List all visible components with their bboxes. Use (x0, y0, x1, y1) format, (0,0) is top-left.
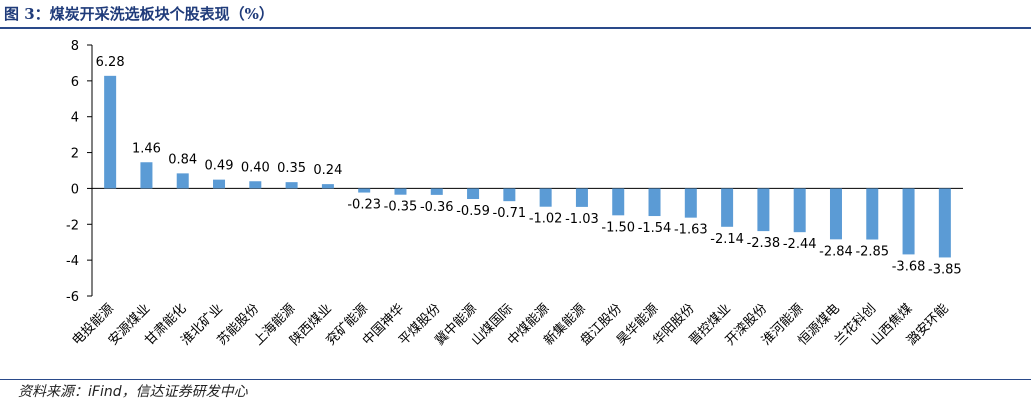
y-axis: 8 6 4 2 0 -2 -4 -6 (66, 39, 963, 305)
bar (104, 75, 117, 189)
data-label: 0.35 (277, 161, 306, 176)
data-label: -1.63 (674, 223, 708, 238)
bar (612, 188, 625, 216)
data-label: -1.54 (638, 221, 672, 236)
y-tick-label: -6 (66, 290, 79, 305)
bars (104, 75, 951, 258)
y-tick-label: 8 (71, 39, 79, 54)
data-label: -2.85 (855, 245, 889, 260)
data-label: 6.28 (96, 55, 125, 70)
bar (321, 184, 334, 189)
bar (684, 188, 697, 218)
y-tick-label: 2 (71, 147, 79, 162)
bar (358, 188, 371, 193)
data-label: -2.38 (747, 236, 781, 251)
y-tick-label: 4 (71, 111, 79, 126)
bar (793, 188, 806, 233)
data-label: -0.59 (456, 204, 490, 219)
bar (648, 188, 661, 217)
y-tick-label: 0 (71, 182, 79, 197)
bar (140, 162, 153, 189)
data-label: -2.84 (819, 244, 853, 259)
y-tick-label: -2 (66, 218, 79, 233)
data-label: -0.35 (384, 200, 418, 215)
bar (285, 182, 298, 189)
data-label: -0.71 (493, 206, 527, 221)
title-bar: 图 3：煤炭开采洗选板块个股表现（%） (0, 0, 1031, 26)
bar (249, 181, 262, 189)
data-label: -2.44 (783, 237, 817, 252)
data-label: -1.02 (529, 212, 563, 227)
bar (213, 179, 226, 189)
bar (866, 188, 879, 240)
bar (829, 188, 842, 240)
data-label: -0.36 (420, 200, 454, 215)
data-label: -3.68 (892, 259, 926, 274)
bar (394, 188, 407, 195)
data-label: 1.46 (132, 141, 161, 156)
y-tick-label: -4 (66, 254, 79, 269)
data-label: 0.84 (168, 152, 197, 167)
data-labels: 6.281.460.84 0.49 0.40 0.35 0.24-0.23 -0.35 -0… (96, 55, 962, 278)
y-tick-label: 6 (71, 75, 79, 90)
chart-title: 图 3：煤炭开采洗选板块个股表现（%） (4, 5, 274, 23)
bar (757, 188, 770, 232)
source-rule (0, 379, 1031, 380)
data-label: -2.14 (710, 232, 744, 247)
bar (430, 188, 443, 195)
bar (902, 188, 915, 255)
bar (539, 188, 552, 207)
data-label: -1.50 (601, 220, 635, 235)
data-label: 0.24 (313, 163, 342, 178)
bar (503, 188, 516, 202)
bar (467, 188, 480, 200)
data-label: -0.23 (347, 198, 381, 213)
bar (938, 188, 951, 258)
bar (575, 188, 588, 207)
data-label: 0.40 (241, 160, 270, 175)
category-labels: 电投能源安源煤业甘肃能化淮北矿业苏能股份上海能源陕西煤业兖矿能源中国神华平煤股份… (69, 301, 952, 349)
title-rule (0, 27, 1031, 29)
bar (721, 188, 734, 227)
bar (176, 173, 189, 189)
data-label: 0.49 (205, 159, 234, 174)
source-note: 资料来源：iFind，信达证券研发中心 (18, 384, 248, 400)
data-label: -3.85 (928, 262, 962, 277)
bar-chart: 8 6 4 2 0 -2 -4 -6 6.28 1.46 0.84 0.49 0.40 0.35 0.24… (66, 39, 963, 349)
data-label: -1.03 (565, 212, 599, 227)
